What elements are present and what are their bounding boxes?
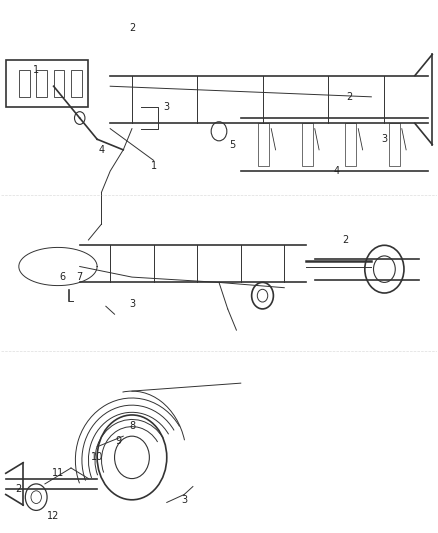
Text: 11: 11 bbox=[52, 469, 64, 478]
Text: 3: 3 bbox=[381, 134, 388, 144]
Bar bbox=[36, 70, 47, 97]
Text: 3: 3 bbox=[181, 495, 187, 505]
Text: 7: 7 bbox=[77, 272, 83, 282]
Text: 12: 12 bbox=[47, 511, 60, 521]
Bar bbox=[19, 70, 30, 97]
Text: 10: 10 bbox=[91, 453, 103, 463]
Text: 2: 2 bbox=[342, 235, 348, 245]
Text: 4: 4 bbox=[333, 166, 339, 176]
Text: 1: 1 bbox=[151, 161, 157, 171]
Text: 4: 4 bbox=[99, 145, 105, 155]
Text: 2: 2 bbox=[129, 23, 135, 33]
Text: 5: 5 bbox=[229, 140, 235, 150]
Text: 1: 1 bbox=[33, 66, 39, 75]
Text: 2: 2 bbox=[346, 92, 353, 102]
Bar bbox=[302, 123, 313, 166]
Text: 3: 3 bbox=[129, 298, 135, 309]
Bar bbox=[53, 70, 64, 97]
Bar bbox=[71, 70, 82, 97]
Text: 9: 9 bbox=[116, 437, 122, 447]
Text: 6: 6 bbox=[59, 272, 65, 282]
Text: 8: 8 bbox=[129, 421, 135, 431]
Bar bbox=[345, 123, 356, 166]
Text: 3: 3 bbox=[164, 102, 170, 112]
Bar bbox=[258, 123, 269, 166]
Bar bbox=[389, 123, 399, 166]
Text: 2: 2 bbox=[16, 484, 22, 494]
